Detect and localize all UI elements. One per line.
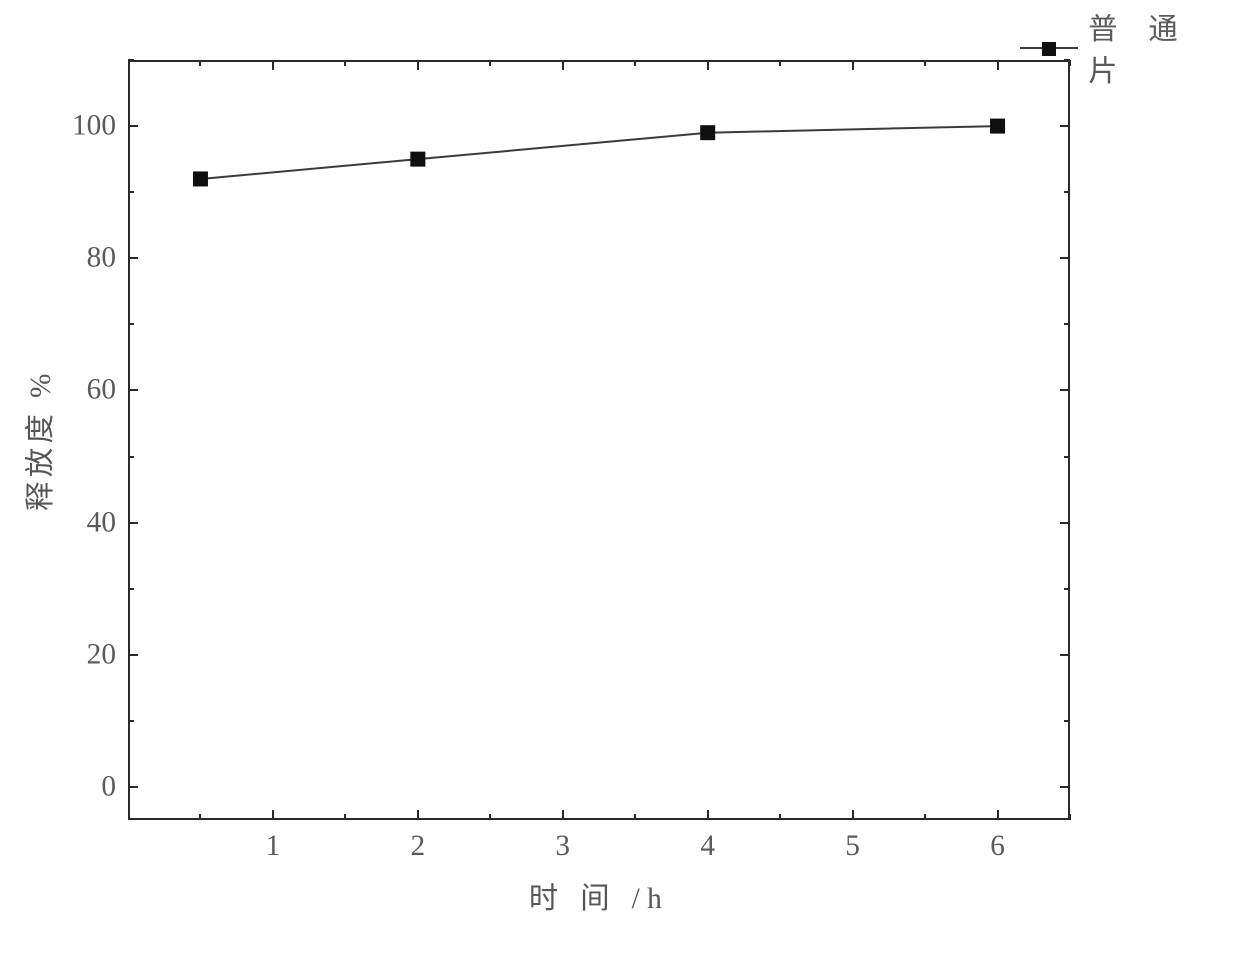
- y-tick-label: 80: [87, 242, 116, 275]
- series-marker: [991, 119, 1005, 133]
- series-svg: [128, 60, 1070, 820]
- y-tick-label: 20: [87, 638, 116, 671]
- legend-label: 普 通 片: [1088, 6, 1240, 90]
- x-tick-label: 3: [555, 830, 570, 863]
- x-tick-label: 6: [990, 830, 1005, 863]
- legend-line: [1020, 47, 1078, 49]
- series-marker: [193, 172, 207, 186]
- x-tick-label: 1: [266, 830, 281, 863]
- y-tick-label: 60: [87, 374, 116, 407]
- y-tick-label: 100: [72, 110, 116, 143]
- x-tick-label: 5: [845, 830, 860, 863]
- x-axis-title: 时 间 /h: [529, 875, 669, 917]
- series-marker: [701, 126, 715, 140]
- y-axis-title: 释放度 %: [17, 369, 59, 511]
- y-tick-label: 40: [87, 506, 116, 539]
- series-line: [200, 126, 997, 179]
- series-marker: [411, 152, 425, 166]
- chart-canvas: 普 通 片 123456 020406080100 时 间 /h 释放度 %: [0, 0, 1240, 959]
- square-marker-icon: [1042, 42, 1056, 56]
- y-tick-label: 0: [101, 770, 116, 803]
- plot-area: 123456 020406080100: [128, 60, 1070, 820]
- x-tick-label: 4: [700, 830, 715, 863]
- x-tick-label: 2: [411, 830, 426, 863]
